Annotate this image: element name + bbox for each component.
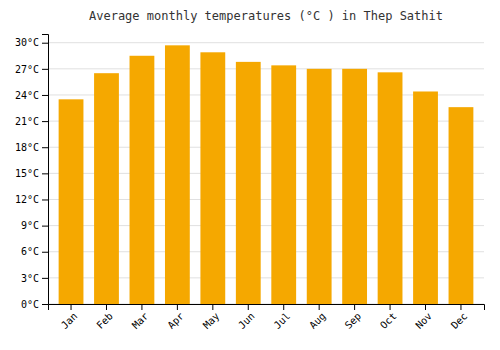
x-tick: Jan xyxy=(59,304,80,331)
y-tick: 30°C xyxy=(15,37,48,48)
y-axis: 0°C 3°C 6°C 9°C 12°C 15°C 18°C 21°C 24°C 27°C 30°C xyxy=(15,35,49,310)
y-tick-mark xyxy=(42,121,48,122)
bar xyxy=(413,91,438,304)
bars xyxy=(59,45,474,304)
x-axis: Jan Feb Mar Apr May Jun Jul Aug Sep Oct Nov Dec xyxy=(49,304,485,331)
x-tick: Nov xyxy=(413,304,434,331)
x-tick-mark xyxy=(71,304,72,310)
y-axis-line xyxy=(42,35,49,305)
y-tick-mark xyxy=(42,69,48,70)
x-tick-label: Apr xyxy=(165,310,186,331)
bar xyxy=(449,107,474,304)
y-tick: 18°C xyxy=(15,142,48,153)
x-tick: Sep xyxy=(343,304,364,331)
y-tick: 24°C xyxy=(15,90,48,101)
bar xyxy=(342,69,367,304)
y-tick: 15°C xyxy=(15,168,48,179)
y-tick-mark xyxy=(42,304,48,305)
y-tick-label: 9°C xyxy=(21,220,39,231)
x-tick-mark xyxy=(390,304,391,310)
x-tick: Aug xyxy=(307,304,328,331)
y-tick-label: 6°C xyxy=(21,246,39,257)
x-axis-line xyxy=(49,305,485,311)
x-tick-label: May xyxy=(201,310,222,331)
x-tick: Dec xyxy=(449,304,470,331)
x-tick: Apr xyxy=(165,304,186,331)
x-tick: Feb xyxy=(94,304,115,331)
y-tick: 9°C xyxy=(21,220,48,231)
y-tick-label: 30°C xyxy=(15,37,39,48)
y-tick-label: 21°C xyxy=(15,116,39,127)
grid xyxy=(48,43,484,304)
y-tick-mark xyxy=(42,147,48,148)
x-tick-mark xyxy=(354,304,355,310)
grid-line xyxy=(48,68,484,69)
x-tick-label: Jun xyxy=(236,310,257,331)
bar xyxy=(94,73,119,304)
bar xyxy=(200,52,225,304)
y-tick-mark xyxy=(42,252,48,253)
y-tick-mark xyxy=(42,226,48,227)
bar xyxy=(271,65,296,304)
y-tick-label: 15°C xyxy=(15,168,39,179)
y-tick-label: 0°C xyxy=(21,299,39,310)
y-tick-label: 27°C xyxy=(15,64,39,75)
x-tick: Jul xyxy=(272,304,293,331)
chart: 0°C 3°C 6°C 9°C 12°C 15°C 18°C 21°C 24°C 27°C 30°C… xyxy=(0,0,500,350)
bar xyxy=(307,69,332,304)
x-tick-label: Jan xyxy=(59,310,80,331)
x-tick: Mar xyxy=(130,304,151,331)
bar xyxy=(236,62,261,304)
x-tick-mark xyxy=(177,304,178,310)
y-tick-label: 3°C xyxy=(21,273,39,284)
x-tick-label: Sep xyxy=(343,310,364,331)
y-tick-mark xyxy=(42,173,48,174)
y-tick: 3°C xyxy=(21,273,48,284)
x-tick-label: Feb xyxy=(94,310,115,331)
x-tick-label: Aug xyxy=(307,310,328,331)
x-tick-label: Dec xyxy=(449,310,470,331)
y-tick: 0°C xyxy=(21,299,48,310)
grid-line xyxy=(48,42,484,43)
title: Average monthly temperatures (°C ) in Th… xyxy=(89,9,443,23)
y-tick: 21°C xyxy=(15,116,48,127)
bar xyxy=(378,72,403,304)
y-tick: 12°C xyxy=(15,194,48,205)
x-tick-label: Mar xyxy=(130,310,151,331)
x-tick-label: Nov xyxy=(413,310,434,331)
y-tick-label: 18°C xyxy=(15,142,39,153)
x-tick-mark xyxy=(248,304,249,310)
bar xyxy=(59,99,84,304)
y-tick: 27°C xyxy=(15,64,48,75)
y-tick-mark xyxy=(42,43,48,44)
y-tick-mark xyxy=(42,95,48,96)
y-tick-mark xyxy=(42,278,48,279)
x-tick-mark xyxy=(141,304,142,310)
x-tick-mark xyxy=(319,304,320,310)
plot: 0°C 3°C 6°C 9°C 12°C 15°C 18°C 21°C 24°C 27°C 30°C… xyxy=(15,35,485,331)
x-tick-label: Jul xyxy=(272,310,293,331)
x-tick-mark xyxy=(425,304,426,310)
x-tick: May xyxy=(201,304,222,331)
x-tick-label: Oct xyxy=(378,310,399,331)
x-tick-mark xyxy=(106,304,107,310)
x-tick-mark xyxy=(283,304,284,310)
x-tick: Oct xyxy=(378,304,399,331)
y-tick-label: 12°C xyxy=(15,194,39,205)
x-tick-mark xyxy=(212,304,213,310)
x-tick-mark xyxy=(460,304,461,310)
bar xyxy=(165,45,190,304)
x-tick: Jun xyxy=(236,304,257,331)
bar xyxy=(130,56,155,304)
y-tick-label: 24°C xyxy=(15,90,39,101)
y-tick: 6°C xyxy=(21,246,48,257)
y-tick-mark xyxy=(42,199,48,200)
